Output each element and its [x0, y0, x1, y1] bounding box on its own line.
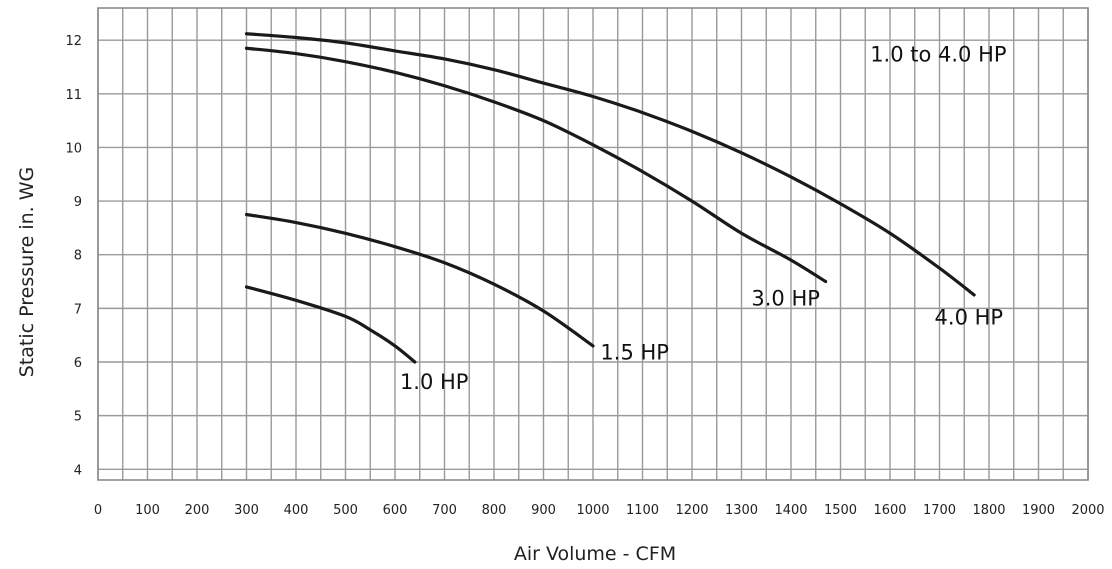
curve-label-1-5-hp: 1.5 HP: [600, 340, 669, 364]
x-tick-label: 1500: [824, 503, 857, 518]
curve-1-5-hp: [244, 212, 595, 348]
curve-label-1-0-hp: 1.0 HP: [400, 370, 469, 394]
x-tick-label: 1000: [576, 503, 609, 518]
x-tick-label: 100: [135, 503, 160, 518]
x-tick-label: 1600: [873, 503, 906, 518]
x-tick-label: 1100: [626, 503, 659, 518]
curve-label-4-0-hp: 4.0 HP: [935, 305, 1004, 329]
y-tick-label: 6: [74, 356, 82, 371]
y-tick-label: 4: [74, 463, 82, 478]
y-tick-label: 9: [74, 195, 82, 210]
y-tick-label: 11: [65, 88, 82, 103]
x-tick-label: 800: [482, 503, 507, 518]
y-tick-label: 12: [65, 34, 82, 49]
annotation-hp-range: 1.0 to 4.0 HP: [870, 43, 1006, 67]
y-axis-title: Static Pressure in. WG: [16, 167, 38, 377]
x-tick-label: 200: [185, 503, 210, 518]
y-tick-label: 7: [74, 302, 82, 317]
x-tick-label: 1200: [675, 503, 708, 518]
y-tick-label: 5: [74, 410, 82, 425]
x-tick-label: 1900: [1022, 503, 1055, 518]
plot-frame: [97, 7, 1089, 481]
x-tick-label: 0: [94, 503, 102, 518]
y-tick-label: 8: [74, 249, 82, 264]
curve-3-0-hp: [244, 46, 828, 284]
x-tick-label: 300: [234, 503, 259, 518]
x-tick-label: 400: [284, 503, 309, 518]
curves: [244, 32, 976, 364]
x-tick-label: 1300: [725, 503, 758, 518]
x-axis-title: Air Volume - CFM: [514, 543, 676, 565]
x-tick-label: 900: [531, 503, 556, 518]
x-tick-label: 1700: [923, 503, 956, 518]
curve-4-0-hp: [244, 32, 976, 297]
tick-labels: 0 100 200 300 400 500 600 700 800 900 1000 1100 1200…: [65, 34, 1104, 518]
curve-labels: 1.0 HP 1.5 HP 3.0 HP 4.0 HP: [400, 287, 1003, 394]
x-tick-label: 600: [383, 503, 408, 518]
x-tick-label: 2000: [1071, 503, 1104, 518]
x-tick-label: 700: [432, 503, 457, 518]
curve-1-0-hp: [244, 285, 417, 364]
grid: [97, 7, 1089, 481]
x-tick-label: 1400: [774, 503, 807, 518]
x-tick-label: 500: [333, 503, 358, 518]
y-tick-label: 10: [65, 141, 82, 156]
x-tick-label: 1800: [972, 503, 1005, 518]
curve-label-3-0-hp: 3.0 HP: [751, 287, 820, 311]
